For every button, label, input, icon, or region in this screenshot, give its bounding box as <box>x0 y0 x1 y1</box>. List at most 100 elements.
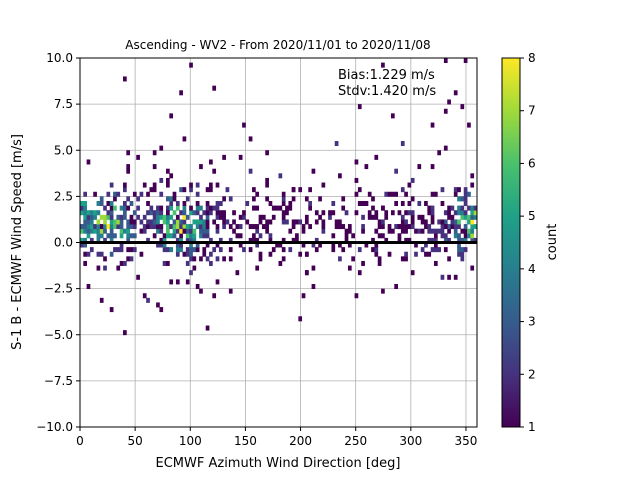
heatmap-bin <box>248 136 253 142</box>
heatmap-bin <box>172 224 177 230</box>
heatmap-bin <box>232 228 236 234</box>
heatmap-bin <box>162 242 167 248</box>
heatmap-bin <box>424 219 428 225</box>
heatmap-bin <box>182 251 187 257</box>
heatmap-bin <box>199 164 203 170</box>
heatmap-bin <box>123 200 127 206</box>
heatmap-bin <box>222 210 226 216</box>
heatmap-bin <box>427 224 432 230</box>
heatmap-bin <box>321 224 326 230</box>
heatmap-bin <box>371 214 375 220</box>
x-axis: 0 50 100 150 200 250 300 350 <box>76 427 477 448</box>
heatmap-bin <box>357 247 362 253</box>
heatmap-bin <box>169 214 174 220</box>
heatmap-bin <box>460 205 465 211</box>
heatmap-bin <box>189 205 193 211</box>
heatmap-bin <box>202 224 207 230</box>
heatmap-bin <box>86 284 91 290</box>
heatmap-bin <box>142 214 147 220</box>
heatmap-bin <box>361 224 365 230</box>
heatmap-bin <box>268 233 273 239</box>
heatmap-bin <box>440 274 445 280</box>
heatmap-bin <box>404 219 408 225</box>
heatmap-bin <box>295 237 299 243</box>
heatmap-bin <box>417 228 422 234</box>
heatmap-bin <box>119 214 124 220</box>
heatmap-bin <box>159 205 164 211</box>
heatmap-bin <box>232 219 236 225</box>
heatmap-bin <box>334 141 339 147</box>
heatmap-bin <box>182 219 187 225</box>
heatmap-bin <box>89 219 94 225</box>
heatmap-bin <box>278 260 283 266</box>
heatmap-bin <box>222 214 226 220</box>
heatmap-bin <box>222 224 226 230</box>
heatmap-bin <box>185 224 190 230</box>
heatmap-bin <box>99 214 104 220</box>
heatmap-bin <box>99 196 104 202</box>
heatmap-bin <box>202 247 207 253</box>
x-tick-label: 250 <box>344 434 367 448</box>
heatmap-bin <box>400 228 405 234</box>
heatmap-bin <box>437 247 442 253</box>
heatmap-bin <box>106 224 111 230</box>
heatmap-bin <box>443 210 448 216</box>
heatmap-bin <box>367 210 372 216</box>
heatmap-bin <box>291 187 296 193</box>
heatmap-bin <box>427 237 432 243</box>
heatmap-bin <box>166 214 170 220</box>
heatmap-bin <box>281 237 286 243</box>
heatmap-bin <box>314 237 319 243</box>
heatmap-bin <box>99 233 104 239</box>
heatmap-bin <box>159 237 164 243</box>
heatmap-bin <box>146 297 150 303</box>
y-tick-label: −10.0 <box>36 420 73 434</box>
heatmap-bin <box>195 205 200 211</box>
heatmap-bin <box>463 191 468 197</box>
heatmap-bin <box>433 191 438 197</box>
heatmap-bin <box>123 182 127 188</box>
heatmap-bin <box>215 182 220 188</box>
heatmap-bin <box>354 177 359 183</box>
heatmap-bin <box>291 196 296 202</box>
heatmap-bin <box>166 177 170 183</box>
heatmap-bin <box>215 214 220 220</box>
heatmap-bin <box>228 196 233 202</box>
heatmap-bin <box>374 228 379 234</box>
heatmap-bin <box>189 242 193 248</box>
heatmap-bin <box>129 219 134 225</box>
heatmap-bin <box>205 214 210 220</box>
heatmap-bin <box>357 187 362 193</box>
heatmap-bin <box>440 187 445 193</box>
heatmap-bin <box>288 247 293 253</box>
heatmap-bin <box>453 233 458 239</box>
heatmap-bin <box>192 265 197 271</box>
heatmap-bin <box>288 228 293 234</box>
heatmap-bin <box>450 224 455 230</box>
heatmap-bin <box>367 191 372 197</box>
heatmap-bin <box>248 168 253 174</box>
heatmap-bin <box>113 196 117 202</box>
heatmap-bin <box>156 214 160 220</box>
heatmap-bin <box>447 256 451 262</box>
heatmap-bin <box>308 205 312 211</box>
heatmap-bin <box>255 205 260 211</box>
heatmap-bin <box>437 150 442 156</box>
heatmap-bin <box>175 228 180 234</box>
heatmap-bin <box>460 251 465 257</box>
heatmap-bin <box>93 191 97 197</box>
heatmap-bin <box>162 260 167 266</box>
heatmap-bin <box>179 237 183 243</box>
heatmap-bin <box>182 136 187 142</box>
heatmap-bin <box>179 242 183 248</box>
heatmap-bin <box>404 191 408 197</box>
heatmap-bin <box>182 224 187 230</box>
heatmap-bin <box>470 228 475 234</box>
heatmap-bin <box>377 233 382 239</box>
heatmap-bin <box>166 233 170 239</box>
heatmap-bin <box>453 224 458 230</box>
heatmap-bin <box>371 237 375 243</box>
heatmap-bin <box>314 210 319 216</box>
heatmap-bin <box>261 214 266 220</box>
heatmap-bin <box>152 182 157 188</box>
